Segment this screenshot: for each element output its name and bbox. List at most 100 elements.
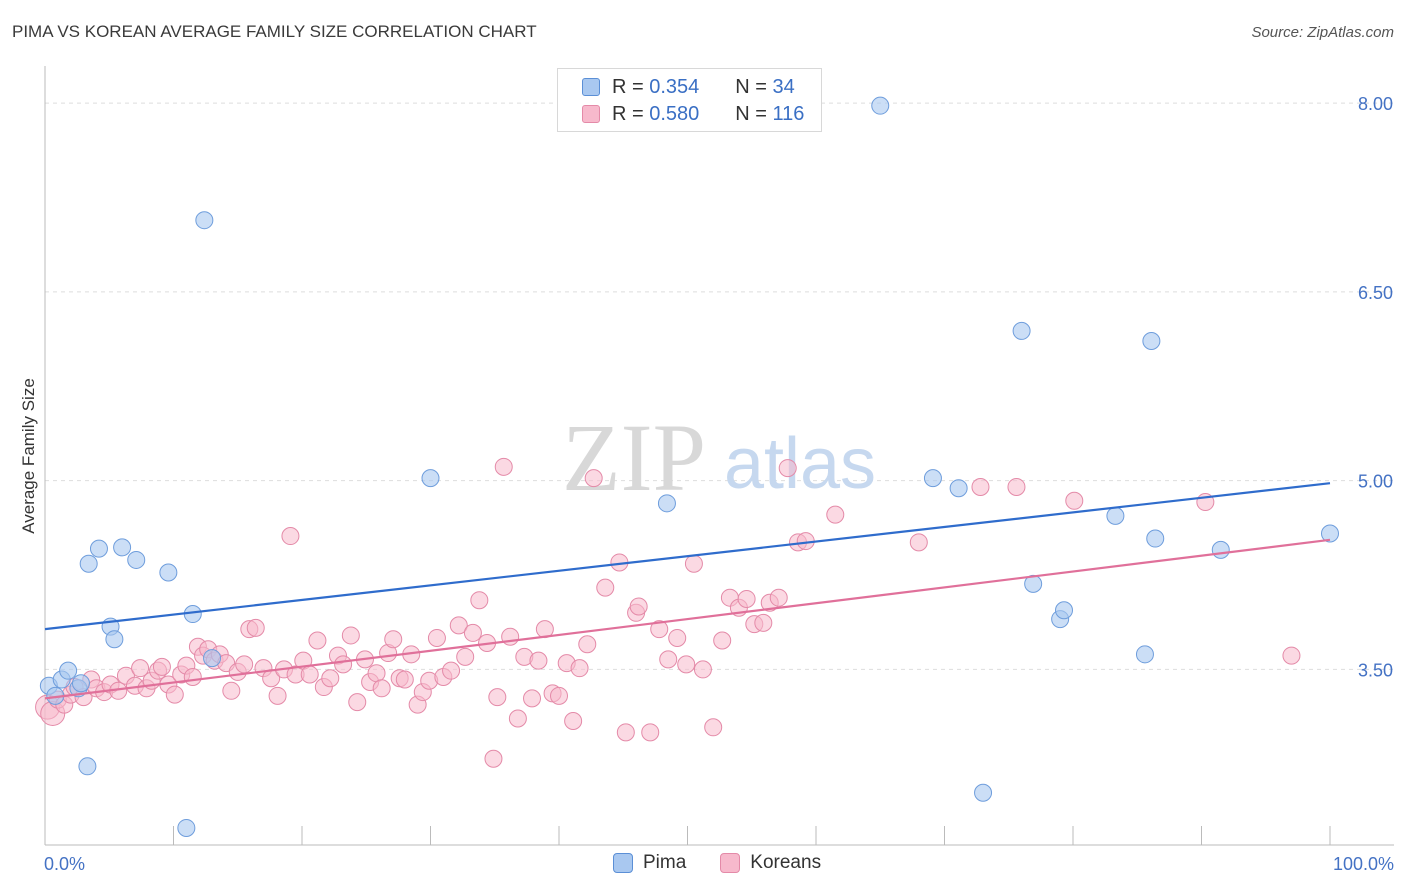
korean-point	[629, 597, 648, 616]
korean-point	[152, 657, 171, 676]
korean-point	[334, 655, 353, 674]
chart-source: Source: ZipAtlas.com	[1251, 24, 1394, 41]
pima-point	[871, 96, 890, 115]
korean-point	[165, 685, 184, 704]
korean-point	[713, 631, 732, 650]
y-tick-label: 3.50	[1358, 660, 1393, 680]
series-label-pima: Pima	[643, 852, 687, 873]
korean-point	[222, 681, 241, 700]
korean-point	[684, 554, 703, 573]
korean-point	[235, 655, 254, 674]
y-tick-label: 8.00	[1358, 94, 1393, 114]
correlation-legend: R = 0.354 N = 34 R = 0.580 N = 116	[557, 68, 822, 132]
korean-point	[650, 620, 669, 639]
y-tick-label: 6.50	[1358, 283, 1393, 303]
pima-point	[1055, 601, 1074, 620]
series-label-koreans: Koreans	[750, 852, 822, 873]
y-axis-label: Average Family Size	[19, 378, 38, 534]
korean-point	[341, 626, 360, 645]
korean-point	[321, 669, 340, 688]
korean-point	[308, 631, 327, 650]
korean-point	[578, 635, 597, 654]
koreans-trend-line	[44, 538, 1331, 700]
korean-point	[1282, 646, 1301, 665]
korean-point	[523, 689, 542, 708]
korean-point	[909, 533, 928, 552]
korean-point	[427, 628, 446, 647]
korean-point	[372, 679, 391, 698]
korean-point	[300, 665, 319, 684]
gridlines	[45, 102, 1394, 670]
pima-point	[177, 818, 196, 837]
pima-point	[1106, 506, 1125, 525]
korean-point	[584, 469, 603, 488]
korean-point	[737, 589, 756, 608]
legend-n-value: 116	[772, 102, 805, 125]
series-legend-koreans[interactable]: Koreans	[720, 852, 821, 874]
pima-point	[203, 649, 222, 668]
trend-lines	[44, 482, 1331, 700]
watermark-zip: ZIP	[562, 404, 706, 511]
korean-point	[1065, 491, 1084, 510]
pima-point	[71, 674, 90, 693]
pima-point	[89, 539, 108, 558]
legend-n-label: N =	[735, 75, 767, 98]
y-tick-label: 5.00	[1358, 472, 1393, 492]
legend-row-pima: R = 0.354 N = 34	[582, 75, 795, 99]
pima-point	[1012, 321, 1031, 340]
korean-point	[456, 647, 475, 666]
korean-point	[508, 709, 527, 728]
korean-point	[659, 650, 678, 669]
legend-n-label: N =	[735, 102, 767, 125]
korean-point	[754, 613, 773, 632]
korean-point	[384, 630, 403, 649]
korean-point	[183, 667, 202, 686]
series-swatch-pima	[613, 853, 633, 873]
watermark: ZIP atlas	[562, 404, 876, 511]
legend-swatch-koreans	[582, 105, 600, 123]
korean-point	[470, 591, 489, 610]
pima-point	[78, 757, 97, 776]
pima-point	[657, 494, 676, 513]
korean-point	[826, 505, 845, 524]
korean-point	[395, 670, 414, 689]
series-legend-pima[interactable]: Pima	[613, 852, 686, 874]
x-tick-label-max: 100.0%	[1333, 854, 1394, 874]
korean-point	[246, 618, 265, 637]
korean-point	[484, 749, 503, 768]
korean-point	[449, 616, 468, 635]
korean-point	[596, 578, 615, 597]
y-tick-labels: 3.50 5.00 6.50 8.00	[1358, 94, 1393, 680]
pima-point	[59, 661, 78, 680]
pima-point	[105, 630, 124, 649]
korean-point	[704, 718, 723, 737]
pima-point	[127, 550, 146, 569]
chart-title: PIMA VS KOREAN AVERAGE FAMILY SIZE CORRE…	[12, 22, 537, 41]
pima-point	[1146, 529, 1165, 548]
legend-row-koreans: R = 0.580 N = 116	[582, 102, 804, 126]
korean-point	[268, 686, 287, 705]
pima-point	[421, 469, 440, 488]
korean-point	[778, 459, 797, 478]
pima-trend-line	[44, 482, 1331, 631]
korean-point	[1007, 477, 1026, 496]
korean-point	[463, 623, 482, 642]
legend-r-label: R =	[612, 75, 644, 98]
pima-point	[1321, 524, 1339, 543]
legend-n-value: 34	[772, 75, 795, 98]
korean-point	[616, 723, 635, 742]
pima-point	[1211, 540, 1230, 559]
series-swatch-koreans	[720, 853, 741, 873]
legend-r-value: 0.354	[649, 75, 700, 98]
pima-point	[79, 554, 98, 573]
series-legend: Pima Koreans	[613, 852, 855, 874]
korean-point	[131, 659, 150, 678]
korean-point	[668, 628, 687, 647]
korean-point	[769, 588, 788, 607]
pima-point	[923, 469, 942, 488]
korean-point	[677, 655, 696, 674]
korean-point	[550, 686, 568, 705]
pima-point	[195, 211, 214, 230]
pima-point	[974, 783, 993, 802]
